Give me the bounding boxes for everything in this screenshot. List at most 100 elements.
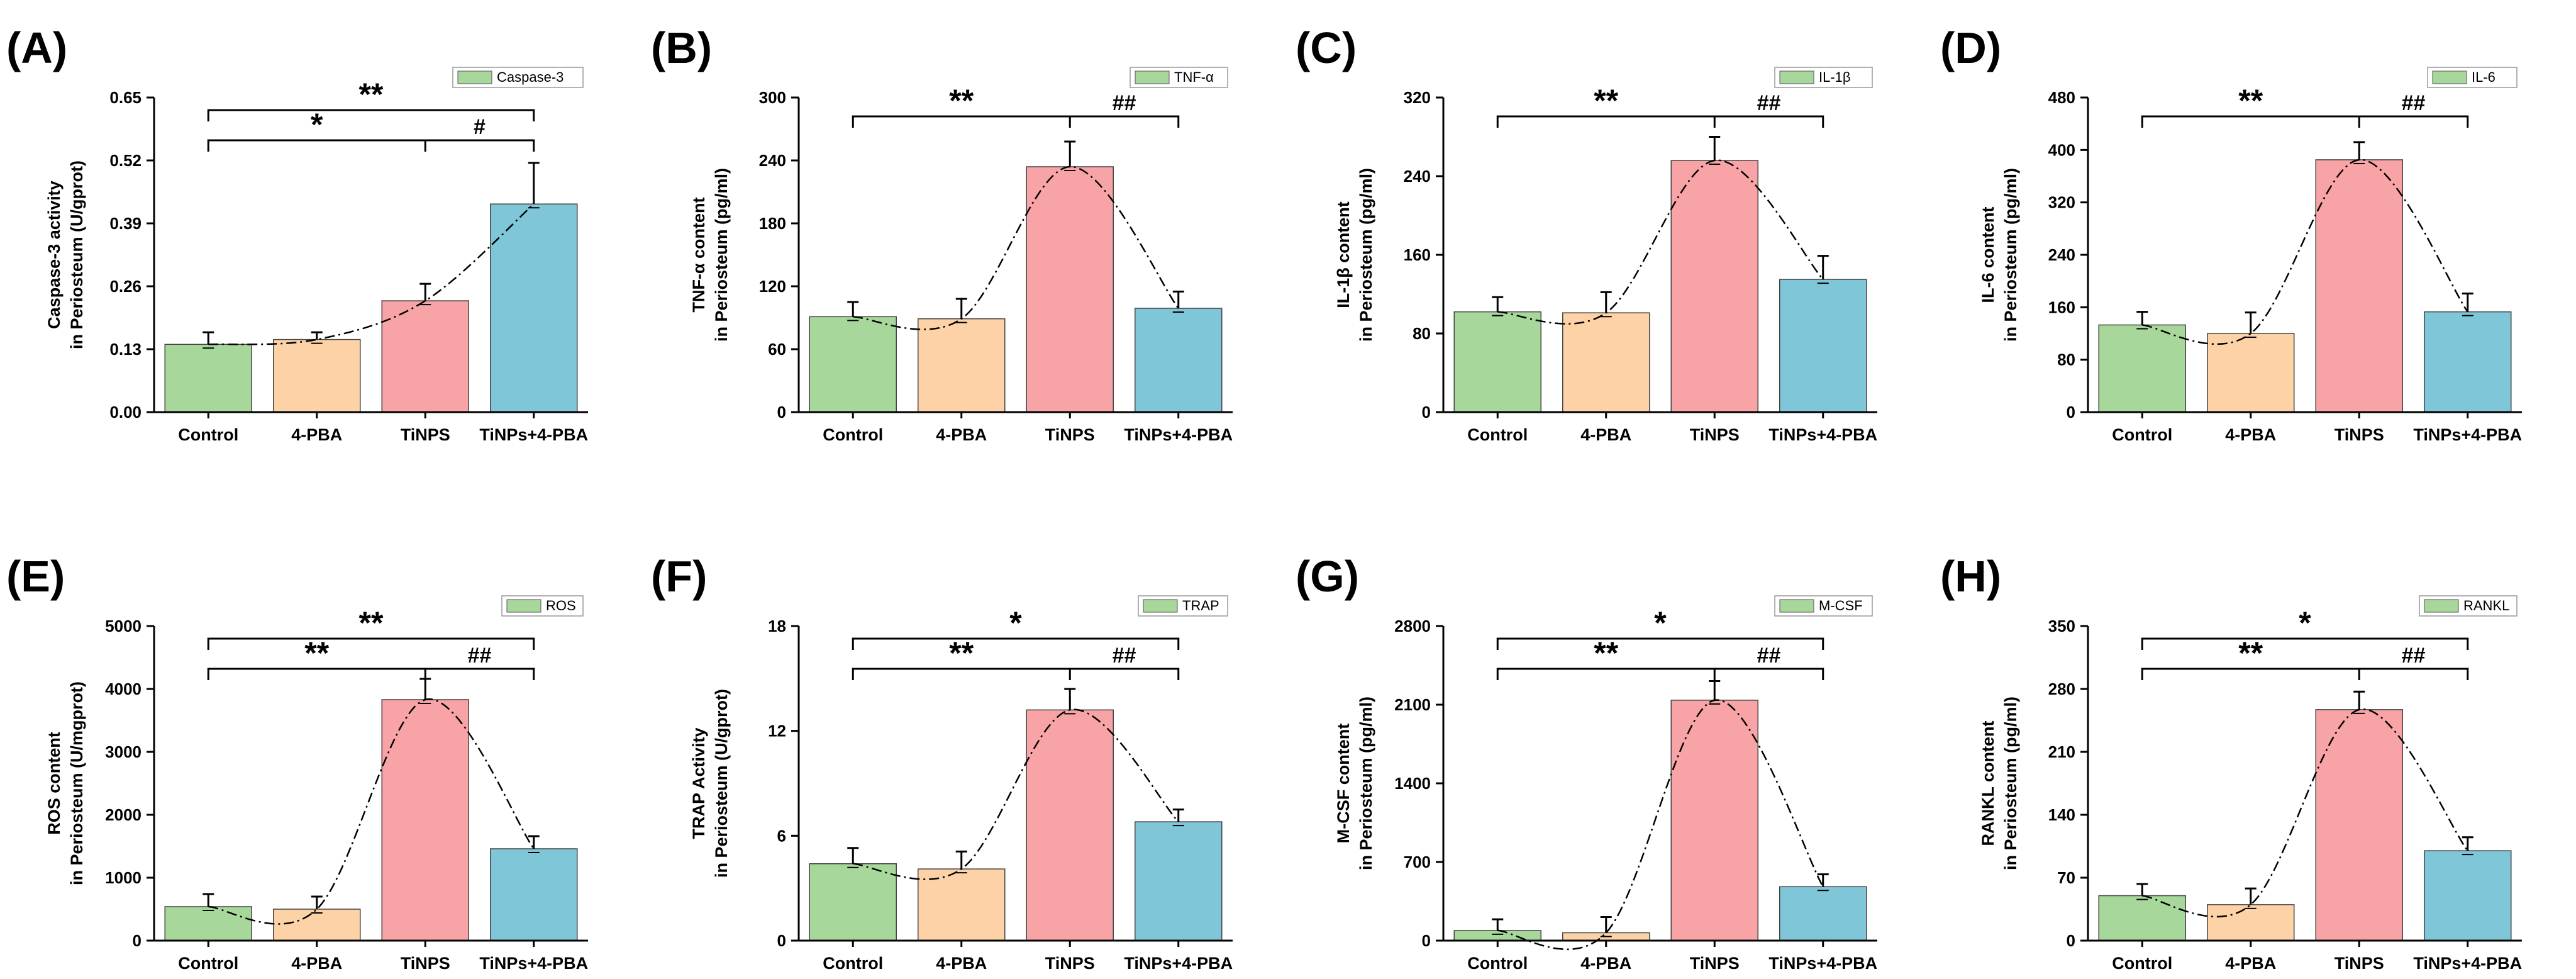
x-tick-label: TiNPS bbox=[401, 954, 450, 973]
significance-label: ## bbox=[2402, 644, 2426, 668]
significance-bracket bbox=[2141, 668, 2469, 680]
trend-curve bbox=[2142, 159, 2468, 345]
y-tick-label: 2800 bbox=[1394, 617, 1431, 635]
y-axis-label: RANKL content bbox=[1979, 720, 1997, 846]
legend-label: IL-1β bbox=[1819, 69, 1851, 85]
significance-label: ## bbox=[1757, 91, 1781, 115]
y-tick-label: 0 bbox=[777, 931, 786, 950]
trend-curve bbox=[853, 165, 1179, 330]
legend: M-CSF bbox=[1774, 595, 1873, 617]
y-tick-label: 180 bbox=[759, 214, 786, 233]
y-axis-label: in Periosteum (U/mgprot) bbox=[67, 681, 86, 885]
bar-4-pba bbox=[918, 318, 1006, 413]
panel-label: (G) bbox=[1296, 552, 1359, 601]
chart-panel: (E) ROS 0 1000 2000 3000 4000 5000 Control 4-PBA T… bbox=[6, 552, 588, 973]
bar-control bbox=[809, 316, 897, 413]
panel-label: (E) bbox=[6, 552, 65, 601]
significance-bracket bbox=[1496, 637, 1824, 650]
y-tick-label: 0 bbox=[133, 931, 142, 950]
y-tick-label: 60 bbox=[768, 340, 786, 359]
significance-bracket bbox=[207, 637, 535, 650]
y-tick-label: 0.26 bbox=[109, 277, 142, 296]
significance-bracket bbox=[2141, 115, 2469, 128]
x-tick-label: TiNPs+4-PBA bbox=[479, 425, 588, 444]
panel-label: (F) bbox=[651, 552, 707, 601]
chart-panel: (G) M-CSF 0 700 1400 2100 2800 Control 4-PBA TiNP… bbox=[1296, 552, 1877, 973]
y-tick-label: 70 bbox=[2057, 868, 2075, 887]
x-tick-label: 4-PBA bbox=[2225, 954, 2276, 973]
y-axis-label: M-CSF content bbox=[1334, 724, 1353, 843]
bar-tinps-4-pba bbox=[2424, 311, 2512, 413]
legend-label: ROS bbox=[546, 598, 576, 613]
y-axis-label: in Periosteum (U/gprot) bbox=[712, 689, 731, 878]
bar-4-pba bbox=[2207, 904, 2295, 941]
chart-panel: (F) TRAP 0 6 12 18 Control 4-PBA TiNPS TiNPs+4-PB… bbox=[651, 552, 1233, 973]
trend-curve bbox=[1497, 699, 1824, 951]
x-tick-label: 4-PBA bbox=[1580, 954, 1631, 973]
x-tick-label: 4-PBA bbox=[936, 954, 987, 973]
significance-label: ** bbox=[2238, 635, 2263, 671]
y-axis-label: in Periosteum (U/gprot) bbox=[67, 160, 86, 349]
y-tick-label: 1400 bbox=[1394, 774, 1431, 793]
legend-label: TRAP bbox=[1182, 598, 1219, 613]
y-tick-label: 6 bbox=[777, 826, 786, 845]
bar-tinps-4-pba bbox=[1135, 821, 1223, 941]
y-tick-label: 240 bbox=[759, 151, 786, 170]
bar-control bbox=[2098, 324, 2186, 413]
bar-tinps bbox=[1670, 160, 1758, 413]
legend-label: TNF-α bbox=[1174, 69, 1214, 85]
legend: IL-1β bbox=[1774, 67, 1873, 88]
significance-label: ## bbox=[468, 644, 492, 668]
bar-tinps-4-pba bbox=[490, 848, 578, 941]
bar-tinps bbox=[381, 699, 469, 941]
legend-swatch bbox=[1779, 70, 1814, 84]
legend-swatch bbox=[1143, 599, 1178, 613]
bar-tinps bbox=[2315, 159, 2403, 413]
significance-label: * bbox=[1009, 605, 1022, 641]
significance-bracket bbox=[207, 139, 535, 152]
y-tick-label: 400 bbox=[2048, 140, 2075, 159]
x-tick-label: TiNPS bbox=[1045, 954, 1095, 973]
significance-bracket bbox=[852, 637, 1180, 650]
y-tick-label: 160 bbox=[1404, 245, 1431, 264]
panel-label: (B) bbox=[651, 23, 712, 72]
y-axis-label: in Periosteum (pg/ml) bbox=[2001, 696, 2020, 870]
x-tick-label: TiNPS bbox=[2334, 954, 2384, 973]
bar-control bbox=[164, 906, 252, 941]
bar-tinps bbox=[1026, 709, 1114, 941]
y-axis-label: in Periosteum (pg/ml) bbox=[712, 168, 731, 342]
y-tick-label: 4000 bbox=[105, 680, 142, 698]
y-tick-label: 0 bbox=[1422, 931, 1431, 950]
significance-bracket bbox=[1496, 668, 1824, 680]
panel-label: (D) bbox=[1940, 23, 2001, 72]
y-tick-label: 320 bbox=[2048, 193, 2075, 212]
y-tick-label: 1000 bbox=[105, 868, 142, 887]
significance-label: # bbox=[474, 115, 486, 139]
y-axis-label: in Periosteum (pg/ml) bbox=[1357, 168, 1375, 342]
trend-curve bbox=[853, 708, 1179, 880]
significance-bracket bbox=[207, 109, 535, 121]
legend-label: RANKL bbox=[2463, 598, 2509, 613]
legend-swatch bbox=[1135, 70, 1170, 84]
bar-4-pba bbox=[273, 338, 361, 413]
y-tick-label: 280 bbox=[2048, 680, 2075, 698]
panel-label: (A) bbox=[6, 23, 67, 72]
x-tick-label: 4-PBA bbox=[291, 425, 342, 444]
significance-label: ## bbox=[2402, 91, 2426, 115]
x-tick-label: Control bbox=[178, 954, 238, 973]
x-tick-label: TiNPs+4-PBA bbox=[1124, 425, 1233, 444]
chart-panel: (C) IL-1β 0 80 160 240 320 Control 4-PBA TiNPS TiN… bbox=[1296, 23, 1877, 444]
significance-label: ** bbox=[2238, 83, 2263, 118]
bar-tinps-4-pba bbox=[2424, 850, 2512, 941]
significance-label: ## bbox=[1113, 91, 1136, 115]
x-tick-label: Control bbox=[2112, 425, 2172, 444]
y-tick-label: 12 bbox=[768, 722, 786, 741]
bar-tinps bbox=[2315, 709, 2403, 941]
x-tick-label: TiNPs+4-PBA bbox=[1124, 954, 1233, 973]
bar-4-pba bbox=[1562, 312, 1650, 413]
bar-tinps-4-pba bbox=[1135, 308, 1223, 413]
bar-4-pba bbox=[273, 909, 361, 941]
y-tick-label: 0 bbox=[2067, 403, 2075, 422]
significance-label: ## bbox=[1757, 644, 1781, 668]
y-tick-label: 2000 bbox=[105, 805, 142, 824]
